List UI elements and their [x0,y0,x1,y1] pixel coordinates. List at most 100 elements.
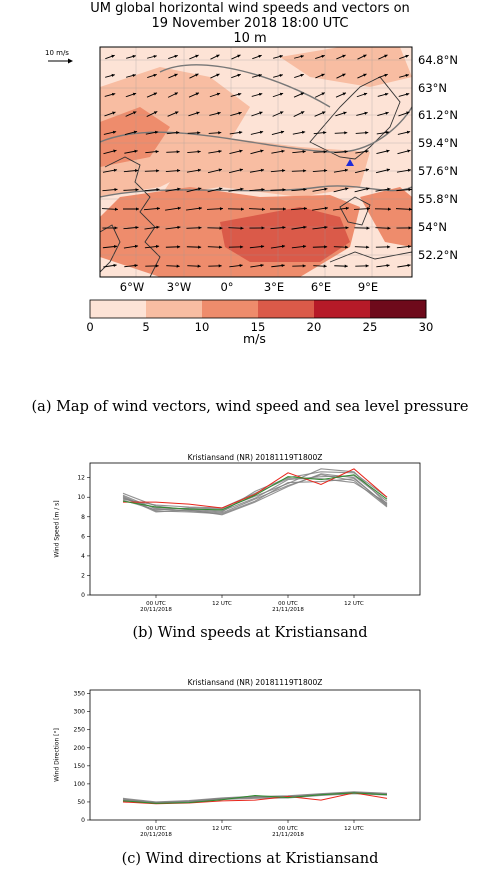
x-tick-date-label: 20/11/2018 [140,832,172,838]
wind-arrow [355,264,369,268]
wind-arrow [165,245,181,249]
x-tick-label: 00 UTC [146,601,166,607]
y-tick-label: 100 [74,781,86,788]
colorbar-segment [146,300,203,318]
x-tick-label: 12 UTC [212,826,232,832]
wind-arrow [228,245,244,249]
wind-arrow [272,111,284,117]
wind-arrow [270,225,286,230]
wind-arrow [105,73,115,78]
wind-arrow [166,131,180,135]
lat-label: 52.2°N [418,248,458,262]
wind-arrow [250,130,264,135]
wind-arrow [355,149,369,154]
wind-arrow [123,169,139,173]
wind-arrow [312,245,328,249]
wind-arrow [293,92,305,98]
wind-arrow [208,149,222,154]
wind-arrow [378,54,388,60]
wind-arrow [291,169,307,173]
x-tick-date-label: 21/11/2018 [272,832,304,838]
series-line-1 [122,792,388,804]
wind-arrow [186,187,202,193]
wind-arrow [312,206,328,211]
wind-arrow [249,188,265,192]
lat-label: 59.4°N [418,136,458,150]
wind-arrow [188,92,200,98]
coastlines [99,76,413,278]
wind-arrow [315,54,325,59]
wind-arrow [252,54,262,60]
wind-arrow [210,54,220,60]
wind-vectors [101,54,413,268]
wind-arrow [210,73,220,79]
map-title-line1: UM global horizontal wind speeds and vec… [90,1,410,16]
wind-arrow [249,168,265,173]
wind-arrow [209,92,221,98]
wind-arrow [145,150,159,154]
x-tick-label: 12 UTC [344,601,364,607]
wind-arrow [207,226,223,230]
wind-arrow [104,111,116,117]
lat-label: 54°N [418,220,447,234]
wind-arrow [272,92,284,98]
colorbar-tick: 25 [362,320,378,334]
wind-arrow [186,226,202,230]
wind-arrow [375,187,391,192]
wind-arrow [355,131,369,135]
y-tick-label: 350 [74,691,86,698]
wind-arrow [356,92,368,98]
chart-b-title: Kristiansand (NR) 20181119T1800Z [187,453,323,462]
wind-arrow [398,111,410,117]
wind-arrow [270,169,286,173]
wind-arrow [145,264,159,268]
x-tick-label: 00 UTC [146,826,166,832]
wind-arrow [167,111,179,117]
wind-arrow [122,207,140,211]
wind-arrow [291,225,307,230]
wind-arrow [124,149,138,154]
wind-arrow [144,244,160,249]
wind-arrow [126,73,136,78]
wind-arrow [271,130,285,135]
wind-arrow [294,54,304,59]
wind-arrow [248,207,266,211]
wind-arrow [228,226,244,230]
wind-arrow [249,244,265,249]
wind-arrow [165,187,181,192]
y-tick-label: 10 [77,494,85,501]
plot-frame [89,462,421,596]
wind-arrow [333,226,349,230]
wind-arrow [144,225,160,230]
wind-arrow [125,92,137,98]
wind-arrow [103,149,117,155]
wind-arrow [273,54,283,59]
colorbar-segment [90,300,147,318]
wind-arrow [147,73,157,78]
x-tick-date-label: 20/11/2018 [140,607,172,613]
wind-arrow [168,54,178,59]
wind-arrow [376,149,390,154]
series-line-6 [122,474,388,514]
colorbar-segment [314,300,371,318]
lon-label: 9°E [357,280,379,294]
x-tick-date-label: 21/11/2018 [272,607,304,613]
colorbar-label: m/s [243,331,266,346]
wind-arrow [293,111,305,117]
wind-arrow [187,264,201,268]
wind-arrow [189,54,199,60]
wind-arrow [292,130,306,135]
wind-arrow [334,264,348,268]
y-tick-label: 50 [77,799,85,806]
wind-arrow [124,130,138,135]
wind-arrow [123,244,139,249]
wind-arrow [312,169,328,173]
caption-c: (c) Wind directions at Kristiansand [121,851,379,867]
wind-arrow [189,73,199,79]
wind-arrow [227,207,245,211]
wind-arrow [291,244,307,249]
wind-arrow [313,150,327,154]
wind-arrow [186,206,202,211]
wind-arrow [397,130,411,135]
